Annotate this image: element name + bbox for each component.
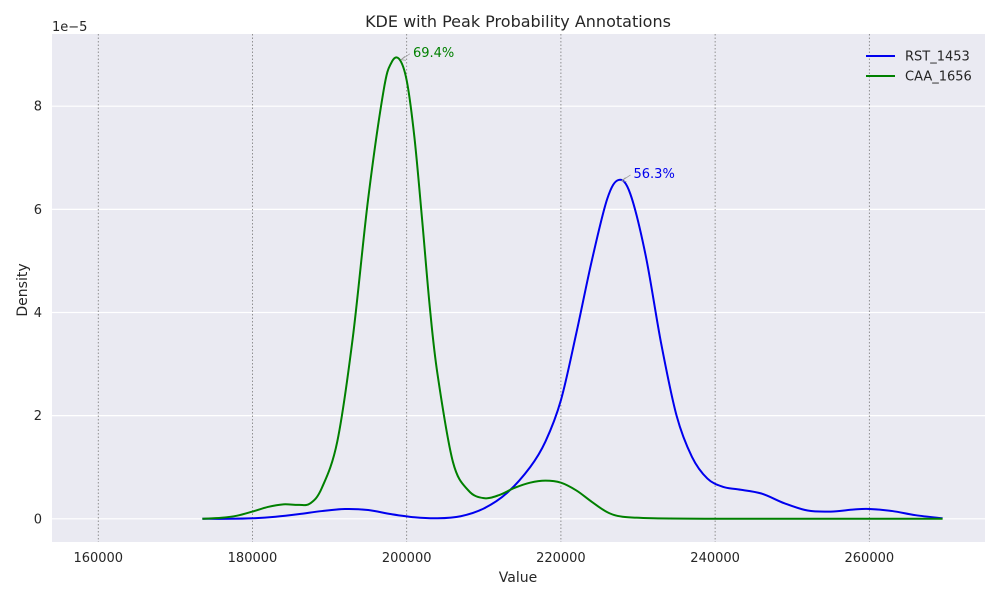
series-layer: [202, 56, 943, 520]
x-tick-label-4: 240000: [690, 551, 740, 566]
series-line-CAA_1656: [202, 56, 943, 520]
annotation-label-0: 69.4%: [413, 46, 454, 61]
annotation-arrowhead-1: [621, 177, 627, 182]
y-scale-label: 1e−5: [52, 20, 87, 35]
legend-label-CAA_1656: CAA_1656: [905, 70, 972, 85]
x-gridlines: [97, 34, 870, 542]
annotation-label-1: 56.3%: [634, 167, 675, 182]
y-tick-label-4: 8: [34, 100, 42, 115]
chart-title: KDE with Peak Probability Annotations: [365, 12, 671, 31]
x-tick-label-3: 220000: [536, 551, 586, 566]
y-tick-label-0: 0: [34, 512, 42, 527]
x-axis-title: Value: [499, 570, 537, 586]
legend: RST_1453 CAA_1656: [866, 50, 972, 85]
annotation-layer: 69.4% 56.3%: [400, 46, 675, 182]
x-tick-label-2: 200000: [382, 551, 432, 566]
legend-label-RST_1453: RST_1453: [905, 50, 970, 65]
x-tick-label-0: 160000: [73, 551, 123, 566]
y-tick-label-2: 4: [34, 306, 42, 321]
y-tick-label-1: 2: [34, 409, 42, 424]
plot-background: [52, 34, 985, 542]
x-tick-label-1: 180000: [228, 551, 278, 566]
x-tick-labels: 160000 180000 200000 220000 240000 260000: [73, 551, 894, 566]
y-tick-label-3: 6: [34, 203, 42, 218]
annotation-arrowhead-0: [400, 55, 407, 61]
y-axis-title: Density: [15, 263, 31, 316]
series-line-RST_1453: [202, 178, 943, 520]
y-tick-labels: 0 2 4 6 8: [34, 100, 42, 528]
x-tick-label-5: 260000: [845, 551, 895, 566]
